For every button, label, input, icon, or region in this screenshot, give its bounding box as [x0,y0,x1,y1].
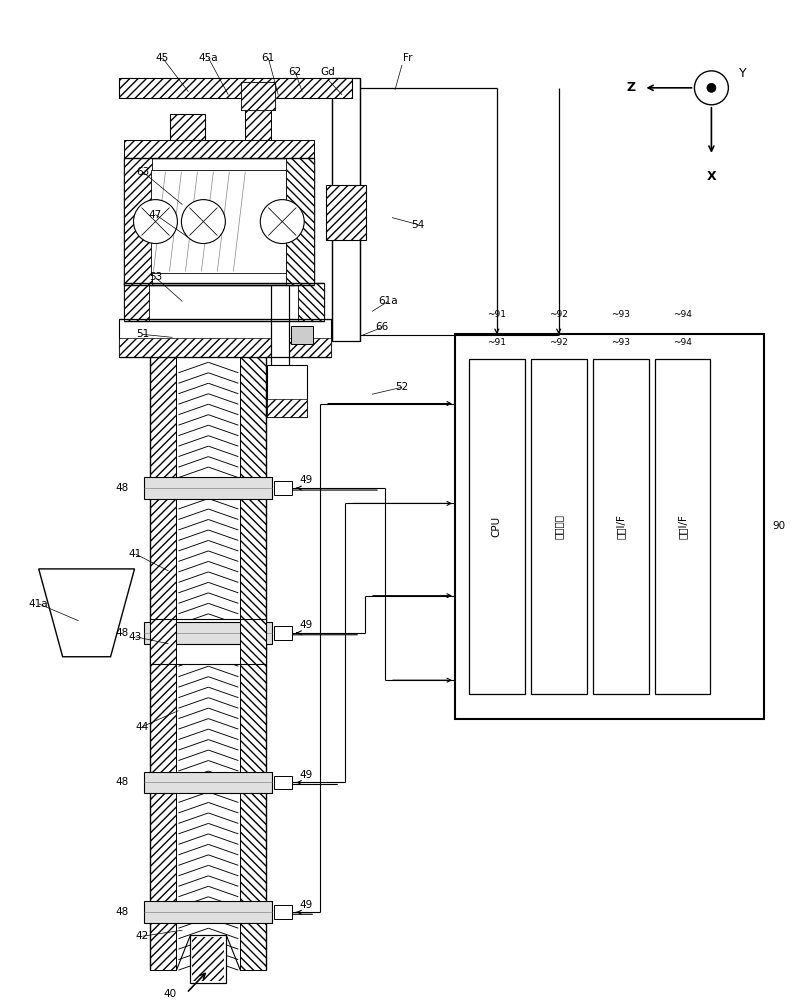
Bar [124,283,324,321]
Bar [468,359,524,694]
Bar [291,326,313,344]
Bar [124,140,314,158]
Bar [176,619,240,664]
Text: 49: 49 [300,900,312,910]
Text: 存储介质: 存储介质 [553,514,563,539]
Text: 52: 52 [395,382,408,392]
Text: 45: 45 [156,53,169,63]
Bar [176,354,240,970]
Text: 48: 48 [116,483,129,493]
Text: 48: 48 [116,628,129,638]
Text: 51: 51 [136,329,149,339]
Bar [326,185,365,240]
Bar [118,78,352,98]
Text: 输入I/F: 输入I/F [615,514,625,539]
Text: 61: 61 [261,53,275,63]
Bar [530,359,586,694]
Text: X: X [706,170,715,183]
Bar [240,354,266,970]
Text: 49: 49 [300,475,312,485]
Bar [267,399,307,417]
Text: 90: 90 [772,521,785,531]
Bar [240,619,266,664]
Bar [145,622,272,644]
Text: 47: 47 [149,210,162,220]
Text: ~93: ~93 [610,338,630,347]
Bar [454,334,764,719]
Bar [274,776,291,789]
Text: ~93: ~93 [610,310,630,319]
Bar [118,338,331,357]
Polygon shape [39,569,134,657]
Text: 41a: 41a [29,599,48,609]
Text: 54: 54 [411,220,424,230]
Text: 53: 53 [149,272,162,282]
Bar [271,285,289,411]
Bar [332,78,360,341]
Circle shape [260,200,304,244]
Text: 49: 49 [300,620,312,630]
Bar [241,82,275,110]
Text: 48: 48 [116,777,129,787]
Text: ~91: ~91 [487,310,506,319]
Text: Fr: Fr [403,53,412,63]
Bar [118,319,331,357]
Bar [241,82,275,110]
Text: 48: 48 [116,907,129,917]
Bar [124,283,149,321]
Bar [274,905,291,919]
Circle shape [706,83,715,92]
Bar [150,619,176,664]
Text: 42: 42 [136,931,149,941]
Circle shape [133,200,177,244]
Bar [145,901,272,923]
Text: Gd: Gd [320,67,335,77]
Bar [245,98,271,140]
Text: Z: Z [626,81,635,94]
Bar [274,626,291,640]
Bar [150,354,176,970]
Bar [192,937,224,981]
Text: 63: 63 [136,167,149,177]
Text: ~94: ~94 [672,310,691,319]
Bar [274,481,291,495]
Text: ~91: ~91 [487,338,506,347]
Text: ~94: ~94 [672,338,691,347]
Bar [170,114,205,140]
Bar [592,359,648,694]
Bar [298,283,324,321]
Text: 40: 40 [164,989,177,999]
Bar [654,359,710,694]
Text: 41: 41 [128,549,142,559]
Bar [151,170,286,273]
Bar [285,158,314,285]
Text: 49: 49 [300,770,312,780]
Text: ~92: ~92 [548,338,568,347]
Text: CPU: CPU [491,516,501,537]
Bar [145,477,272,499]
Bar [190,935,226,983]
Circle shape [181,200,225,244]
Text: 45a: 45a [198,53,218,63]
Text: 61a: 61a [377,296,397,306]
Text: ~92: ~92 [548,310,568,319]
Circle shape [694,71,728,105]
Bar [124,158,152,285]
Text: 输出I/F: 输出I/F [677,514,687,539]
Text: Y: Y [739,67,746,80]
Text: 66: 66 [375,322,388,332]
Text: 43: 43 [128,632,142,642]
Bar [124,158,314,285]
Text: 62: 62 [288,67,301,77]
Bar [267,365,307,417]
Text: 44: 44 [136,722,149,732]
Bar [145,772,272,793]
